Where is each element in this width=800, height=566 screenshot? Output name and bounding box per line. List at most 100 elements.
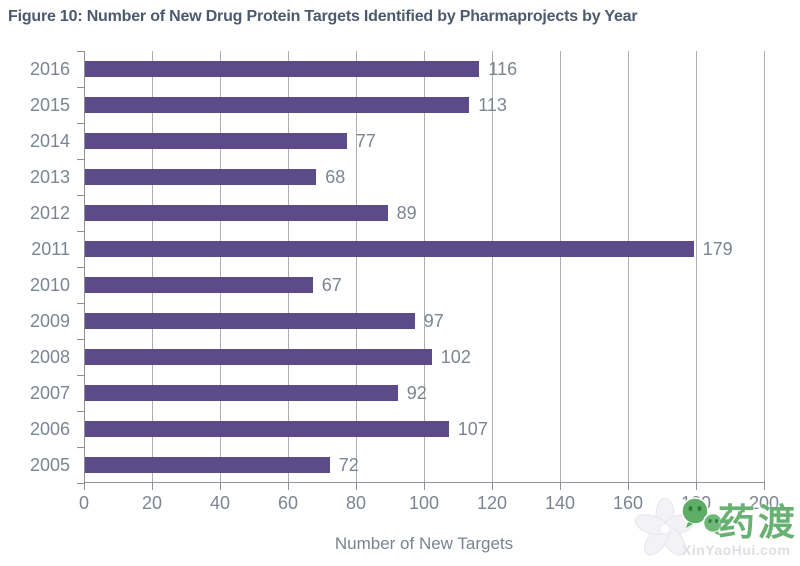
y-axis-tick [77,375,84,376]
value-label: 97 [423,311,444,331]
x-tick-label: 120 [476,493,508,513]
y-axis-tick [77,447,84,448]
x-axis-title: Number of New Targets [334,534,514,553]
bar [85,277,313,293]
gridline [764,51,765,483]
bar [85,313,415,329]
gridline [424,51,425,483]
x-tick-label: 100 [408,493,440,513]
x-tick-label: 140 [544,493,576,513]
value-label: 68 [325,167,346,187]
watermark-url-text: XinYaoHui.com [682,542,791,558]
bar [85,421,449,437]
gridline [492,51,493,483]
figure-title: Figure 10: Number of New Drug Protein Ta… [8,8,638,25]
year-label: 2006 [29,419,70,439]
bar [85,349,432,365]
chat-bubbles-icon [681,497,724,536]
gridline [288,51,289,483]
value-label: 113 [478,95,507,115]
x-axis-tick [628,483,629,490]
y-axis-tick [77,87,84,88]
x-axis-tick [696,483,697,490]
y-axis-tick [77,483,84,484]
x-tick-label: 160 [612,493,644,513]
y-axis-tick [77,51,84,52]
value-label: 92 [406,383,427,403]
plot-area: 116 113 77 68 89 179 67 97 102 92 107 72 0 20 40 60 80 1… [77,51,779,513]
bar-row: 97 [84,303,764,339]
bar [85,97,470,113]
value-label: 116 [488,59,518,79]
bar [85,385,398,401]
x-axis-tick [492,483,493,490]
gridline [560,51,561,483]
year-label: 2014 [29,131,70,151]
y-axis-tick [77,123,84,124]
gridline [152,51,153,483]
y-axis-tick [77,267,84,268]
bar [85,241,694,257]
watermark: 药渡 XinYaoHui.com [634,494,800,566]
value-label: 102 [440,347,471,367]
gridline [356,51,357,483]
value-label: 89 [396,203,417,223]
x-axis-line [84,482,765,483]
y-axis-tick [77,231,84,232]
x-axis-tick [84,483,85,490]
x-axis-tick [220,483,221,490]
year-label: 2005 [29,455,70,475]
x-tick-label: 200 [748,493,780,513]
value-label: 107 [457,419,488,439]
bar-row: 107 [84,411,764,447]
year-label: 2012 [29,203,70,223]
bar-row: 179 [84,231,764,267]
bar-row: 92 [84,375,764,411]
bar [85,457,330,473]
bar-row: 89 [84,195,764,231]
y-axis-tick [77,195,84,196]
x-tick-label: 40 [209,493,231,513]
gridline [628,51,629,483]
flower-icon [634,498,696,556]
bar-row: 72 [84,447,764,483]
bar-row: 67 [84,267,764,303]
bar-row: 116 [84,51,764,87]
x-tick-label: 60 [277,493,299,513]
year-label: 2013 [29,167,70,187]
y-axis-tick [77,411,84,412]
value-label: 77 [355,131,376,151]
bar [85,169,317,185]
y-axis-tick [77,303,84,304]
watermark-brand-text: 药渡 [718,502,798,543]
gridline [220,51,221,483]
y-axis-category-labels: 2016 2015 2014 2013 2012 2011 2010 2009 2008 2007… [0,51,76,483]
year-label: 2015 [29,95,70,115]
x-axis-tick [764,483,765,490]
x-tick-label: 20 [141,493,163,513]
x-axis-tick [424,483,425,490]
x-axis-tick [152,483,153,490]
x-axis-tick [560,483,561,490]
value-label: 72 [338,455,359,475]
year-label: 2008 [29,347,70,367]
x-tick-label: 80 [345,493,367,513]
bar [85,205,388,221]
y-axis-line [84,51,85,483]
y-axis-tick [77,159,84,160]
value-label: 179 [702,239,733,259]
gridline [696,51,697,483]
bar-row: 113 [84,87,764,123]
year-label: 2011 [31,239,70,259]
bar-row: 77 [84,123,764,159]
year-label: 2007 [29,383,70,403]
x-axis-tick [356,483,357,490]
bar [85,133,347,149]
x-axis-tick [288,483,289,490]
bar [85,61,480,77]
y-axis-tick [77,339,84,340]
year-label: 2009 [29,311,70,331]
year-label: 2016 [29,59,70,79]
value-label: 67 [321,275,342,295]
